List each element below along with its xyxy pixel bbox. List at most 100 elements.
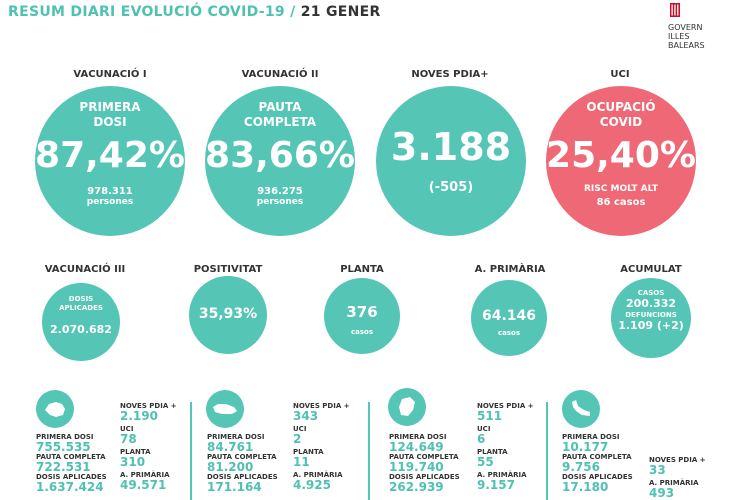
acumulat-cases-value: 200.332 <box>625 297 677 310</box>
planta-title: PLANTA <box>340 264 384 275</box>
island-divider-3 <box>546 402 548 500</box>
menorca-vaccine-stats: PRIMERA DOSI 84.761 PAUTA COMPLETA 81.20… <box>207 433 278 493</box>
formentera-primera-label: PRIMERA DOSI <box>562 433 620 441</box>
menorca-primera-label: PRIMERA DOSI <box>207 433 265 441</box>
primera-dosi-label-2: DOSI <box>93 115 127 129</box>
primera-dosi-persons-label: persones <box>86 197 134 207</box>
positivitat-title: POSITIVITAT <box>193 264 263 275</box>
mallorca-primera-label: PRIMERA DOSI <box>36 433 94 441</box>
eivissa-dosis-value: 262.939 <box>389 480 444 494</box>
eivissa-vaccine-stats: PRIMERA DOSI 124.649 PAUTA COMPLETA 119.… <box>389 433 460 493</box>
mallorca-island-icon <box>36 390 74 428</box>
eivissa-pauta-value: 119.740 <box>389 460 444 474</box>
logo-line-2: ILLES <box>668 32 690 41</box>
eivissa-island-icon <box>388 388 426 426</box>
title-prefix: RESUM DIARI EVOLUCIÓ COVID-19 / <box>8 4 301 20</box>
menorca-planta-label: PLANTA <box>293 448 324 456</box>
eivissa-primera-label: PRIMERA DOSI <box>389 433 447 441</box>
island-divider-1 <box>190 402 192 500</box>
eivissa-planta-value: 55 <box>477 455 494 469</box>
pauta-completa-circle: PAUTA COMPLETA 83,66% 936.275 persones <box>205 86 355 236</box>
eivissa-case-stats: NOVES PDIA + 511 UCI 6 PLANTA 55 A. PRIM… <box>477 402 534 491</box>
formentera-ap-value: 493 <box>649 486 675 500</box>
vacunacio-ii-title: VACUNACIÓ II <box>241 69 319 80</box>
atencio-primaria-circle: 64.146 casos <box>471 280 547 356</box>
formentera-dosis-label: DOSIS APLICADES <box>562 473 633 481</box>
formentera-vaccine-stats: PRIMERA DOSI 10.177 PAUTA COMPLETA 9.756… <box>562 433 633 493</box>
menorca-dosis-label: DOSIS APLICADES <box>207 473 278 481</box>
mallorca-case-stats: NOVES PDIA + 2.190 UCI 78 PLANTA 310 A. … <box>120 402 177 491</box>
mallorca-ap-value: 49.571 <box>120 478 167 492</box>
eivissa-pauta-label: PAUTA COMPLETA <box>389 453 459 461</box>
acumulat-circle: CASOS 200.332 DEFUNCIONS 1.109 (+2) <box>611 278 691 358</box>
mallorca-uci-value: 78 <box>120 432 137 446</box>
island-divider-2 <box>368 402 370 500</box>
menorca-planta-value: 11 <box>293 455 310 469</box>
planta-value: 376 <box>346 303 378 321</box>
atencio-primaria-value: 64.146 <box>481 308 537 324</box>
eivissa-planta-label: PLANTA <box>477 448 508 456</box>
mallorca-noves-label: NOVES PDIA + <box>120 402 177 410</box>
dosis-aplicades-label-1: DOSIS <box>68 295 94 303</box>
uci-occupation-circle: OCUPACIÓ COVID 25,40% RISC MOLT ALT 86 c… <box>546 86 696 236</box>
planta-circle: 376 casos <box>324 278 400 354</box>
formentera-noves-label: NOVES PDIA + <box>649 456 706 464</box>
mallorca-planta-label: PLANTA <box>120 448 151 456</box>
uci-title: UCI <box>610 69 630 80</box>
menorca-dosis-value: 171.164 <box>207 480 262 494</box>
eivissa-ap-label: A. PRIMÀRIA <box>477 471 527 479</box>
atencio-primaria-cases-label: casos <box>497 329 520 337</box>
dosis-aplicades-circle: DOSIS APLICADES 2.070.682 <box>42 283 120 361</box>
menorca-uci-value: 2 <box>293 432 302 446</box>
noves-pdia-delta: (-505) <box>428 180 474 195</box>
acumulat-deaths-label: DEFUNCIONS <box>625 311 677 319</box>
pauta-completa-persons-label: persones <box>256 197 304 207</box>
logo-line-1: GOVERN <box>668 23 703 32</box>
page-title: RESUM DIARI EVOLUCIÓ COVID-19 / 21 GENER <box>8 4 381 20</box>
uci-cases: 86 casos <box>596 197 646 208</box>
mallorca-dosis-label: DOSIS APLICADES <box>36 473 107 481</box>
title-date: 21 GENER <box>300 4 381 20</box>
noves-pdia-circle: 3.188 (-505) <box>376 86 526 236</box>
primera-dosi-circle: PRIMERA DOSI 87,42% 978.311 persones <box>35 86 185 236</box>
menorca-ap-label: A. PRIMÀRIA <box>293 471 343 479</box>
menorca-case-stats: NOVES PDIA + 343 UCI 2 PLANTA 11 A. PRIM… <box>293 402 350 491</box>
uci-label-1: OCUPACIÓ <box>586 100 656 114</box>
eivissa-ap-value: 9.157 <box>477 478 515 492</box>
formentera-noves-value: 33 <box>649 463 666 477</box>
formentera-pauta-value: 9.756 <box>562 460 600 474</box>
eivissa-noves-label: NOVES PDIA + <box>477 402 534 410</box>
pauta-completa-label-2: COMPLETA <box>243 115 317 129</box>
noves-pdia-value: 3.188 <box>390 125 512 169</box>
menorca-uci-label: UCI <box>293 425 307 433</box>
eivissa-dosis-label: DOSIS APLICADES <box>389 473 460 481</box>
menorca-island-icon <box>206 390 244 428</box>
positivitat-value: 35,93% <box>198 306 258 322</box>
mallorca-ap-label: A. PRIMÀRIA <box>120 471 170 479</box>
primera-dosi-persons: 978.311 <box>87 186 133 197</box>
mallorca-pauta-label: PAUTA COMPLETA <box>36 453 106 461</box>
formentera-island-icon <box>562 390 600 428</box>
eivissa-primera-value: 124.649 <box>389 440 444 454</box>
dosis-aplicades-label-2: APLICADES <box>59 304 103 312</box>
coat-of-arms-icon <box>670 3 680 17</box>
mallorca-vaccine-stats: PRIMERA DOSI 755.535 PAUTA COMPLETA 722.… <box>36 433 107 493</box>
mallorca-noves-value: 2.190 <box>120 409 158 423</box>
mallorca-uci-label: UCI <box>120 425 134 433</box>
formentera-dosis-value: 17.180 <box>562 480 609 494</box>
menorca-noves-value: 343 <box>293 409 319 423</box>
mallorca-pauta-value: 722.531 <box>36 460 91 474</box>
dosis-aplicades-value: 2.070.682 <box>50 323 112 336</box>
pauta-completa-persons: 936.275 <box>257 186 303 197</box>
vacunacio-i-title: VACUNACIÓ I <box>73 69 147 80</box>
primera-dosi-label-1: PRIMERA <box>79 100 141 114</box>
primera-dosi-value: 87,42% <box>35 135 185 176</box>
logo-line-3: BALEARS <box>668 41 705 50</box>
menorca-noves-label: NOVES PDIA + <box>293 402 350 410</box>
formentera-case-stats: NOVES PDIA + 33 A. PRIMÀRIA 493 <box>649 456 706 499</box>
uci-label-2: COVID <box>599 115 643 129</box>
pauta-completa-value: 83,66% <box>205 135 355 176</box>
atencio-primaria-title: A. PRIMÀRIA <box>474 264 546 275</box>
govern-logo: GOVERN ILLES BALEARS <box>668 3 728 50</box>
menorca-pauta-label: PAUTA COMPLETA <box>207 453 277 461</box>
